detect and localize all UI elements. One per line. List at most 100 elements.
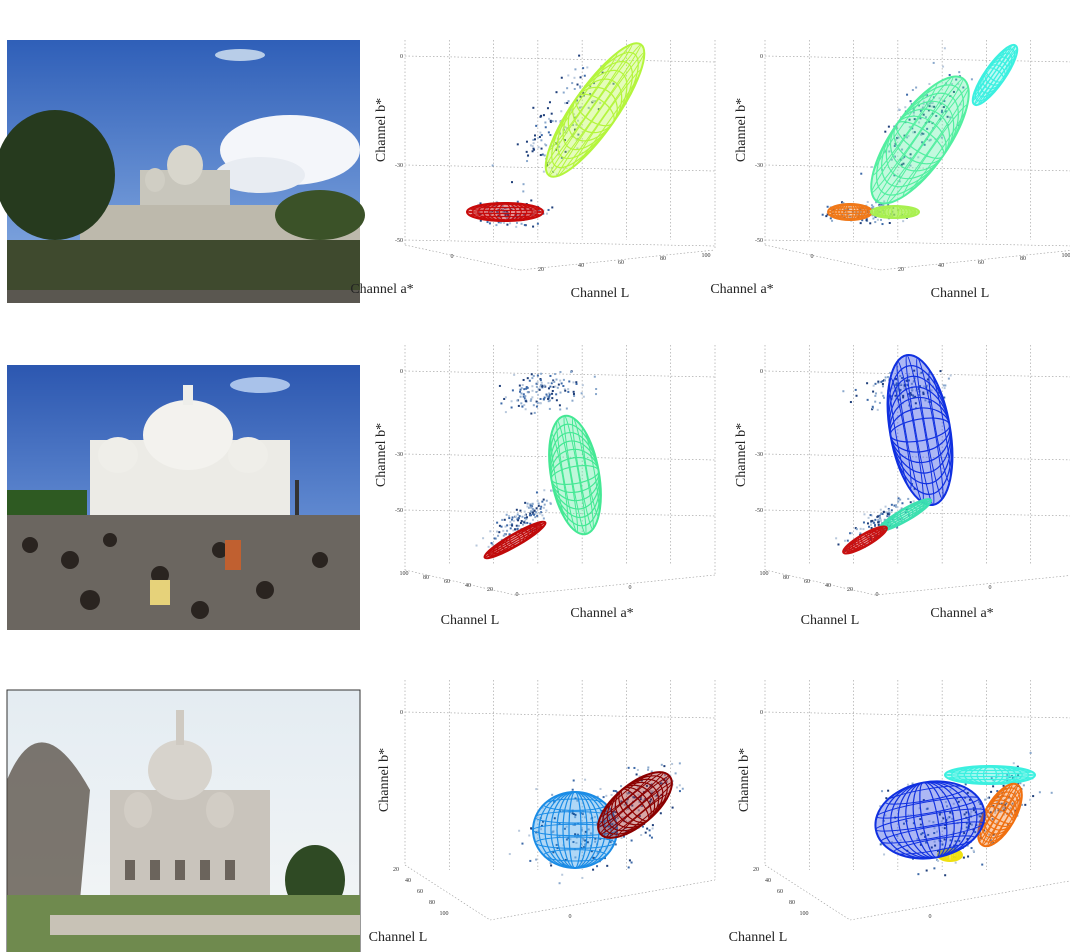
scatter-dot <box>494 537 497 540</box>
scatter-dot <box>932 821 935 824</box>
scatter-dot <box>612 789 615 792</box>
ellipsoid <box>466 202 544 222</box>
scatter-dot <box>912 380 915 383</box>
tick-label: 20 <box>753 867 759 873</box>
scatter-dot <box>888 512 891 515</box>
scatter-dot <box>650 798 653 801</box>
scatter-dot <box>943 838 946 841</box>
scatter-dot <box>511 523 514 526</box>
tick-label: 20 <box>538 267 544 273</box>
grid-line <box>404 55 716 63</box>
scatter-dot <box>978 815 981 818</box>
scatter-dot <box>640 804 643 807</box>
tick-label: 0 <box>400 369 403 375</box>
scatter-dot <box>949 788 952 791</box>
scatter-dot <box>1014 809 1017 812</box>
scatter-dot <box>592 100 595 103</box>
scatter-dot <box>928 139 931 142</box>
scatter-dot <box>572 813 575 816</box>
scatter-dot <box>873 523 876 526</box>
scatter-dot <box>567 390 570 393</box>
scatter-dot <box>986 797 989 800</box>
scatter-dot <box>498 384 501 387</box>
scatter-dot <box>962 856 965 859</box>
scatter-dot <box>503 210 506 213</box>
axis-line <box>849 880 1070 921</box>
scatter-dot <box>514 528 517 531</box>
scatter-dot <box>626 807 629 810</box>
scatter-dot <box>563 388 566 391</box>
scatter-dot <box>500 402 503 405</box>
mesh-ring <box>876 214 914 218</box>
axis-line <box>764 569 876 596</box>
scatter-dot <box>907 379 910 382</box>
scatter-dot <box>647 768 650 771</box>
scatter-dot <box>965 822 968 825</box>
axis-label: Channel a* <box>350 282 413 297</box>
scatter-dot <box>940 820 943 823</box>
scatter-dot <box>501 204 504 207</box>
scatter-dot <box>904 511 907 514</box>
tick-label: 60 <box>618 260 624 266</box>
mesh-ring <box>994 796 1023 844</box>
scatter-dot <box>574 816 577 819</box>
tick-label: -30 <box>755 452 763 458</box>
axis-line <box>764 864 851 921</box>
scatter-dot <box>529 399 532 402</box>
scatter-dot <box>925 841 928 844</box>
mesh-ring <box>884 785 967 805</box>
scatter-dot <box>881 385 884 388</box>
scatter-dot <box>931 101 934 104</box>
scatter-dot <box>865 218 868 221</box>
scatter-dot <box>543 503 546 506</box>
scatter-dot <box>575 381 578 384</box>
scatter-dot <box>539 507 542 510</box>
scatter-dot <box>552 851 555 854</box>
scatter-dot <box>872 217 875 220</box>
scatter-dot <box>614 843 617 846</box>
scatter-dot <box>576 83 579 86</box>
scatter-dot <box>898 389 901 392</box>
scatter-dot <box>477 213 480 216</box>
scatter-dot <box>583 816 586 819</box>
scatter-dot <box>571 82 574 85</box>
scatter-dot <box>573 395 576 398</box>
scatter-dot <box>504 396 507 399</box>
scatter-dot <box>650 792 653 795</box>
scatter-dot <box>532 138 535 141</box>
scatter-dot <box>943 387 946 390</box>
scatter-dot <box>622 835 625 838</box>
scatter-dot <box>595 393 598 396</box>
scatter-dot <box>539 379 542 382</box>
scatter-dot <box>943 827 946 830</box>
scatter-dot <box>881 209 884 212</box>
tick-label: 60 <box>978 260 984 266</box>
scatter-dot <box>1017 774 1020 777</box>
scatter-dot <box>581 813 584 816</box>
scatter-dot <box>572 113 575 116</box>
scatter-dot <box>876 218 879 221</box>
scatter-dot <box>887 507 890 510</box>
scatter-dot <box>531 396 534 399</box>
scatter-dot <box>531 150 534 153</box>
scatter-dot <box>559 408 562 411</box>
scatter-dot <box>572 841 575 844</box>
scatter-dot <box>878 204 881 207</box>
scatter-dot <box>902 394 905 397</box>
scatter-dot <box>984 798 987 801</box>
scatter-dot <box>1006 780 1009 783</box>
scatter-dot <box>532 106 535 109</box>
scatter-dot <box>637 793 640 796</box>
scatter-dot <box>650 790 653 793</box>
scatter-dot <box>656 794 659 797</box>
scatter-dot <box>874 216 877 219</box>
tick-label: 0 <box>876 592 879 598</box>
scatter-dot <box>887 789 890 792</box>
scatter-dot <box>888 509 891 512</box>
scatter-dot <box>504 525 507 528</box>
scatter-dot <box>942 817 945 820</box>
scatter-dot <box>872 205 875 208</box>
scatter-dot <box>952 90 955 93</box>
scatter-dot <box>499 221 502 224</box>
scatter-dot <box>582 846 585 849</box>
